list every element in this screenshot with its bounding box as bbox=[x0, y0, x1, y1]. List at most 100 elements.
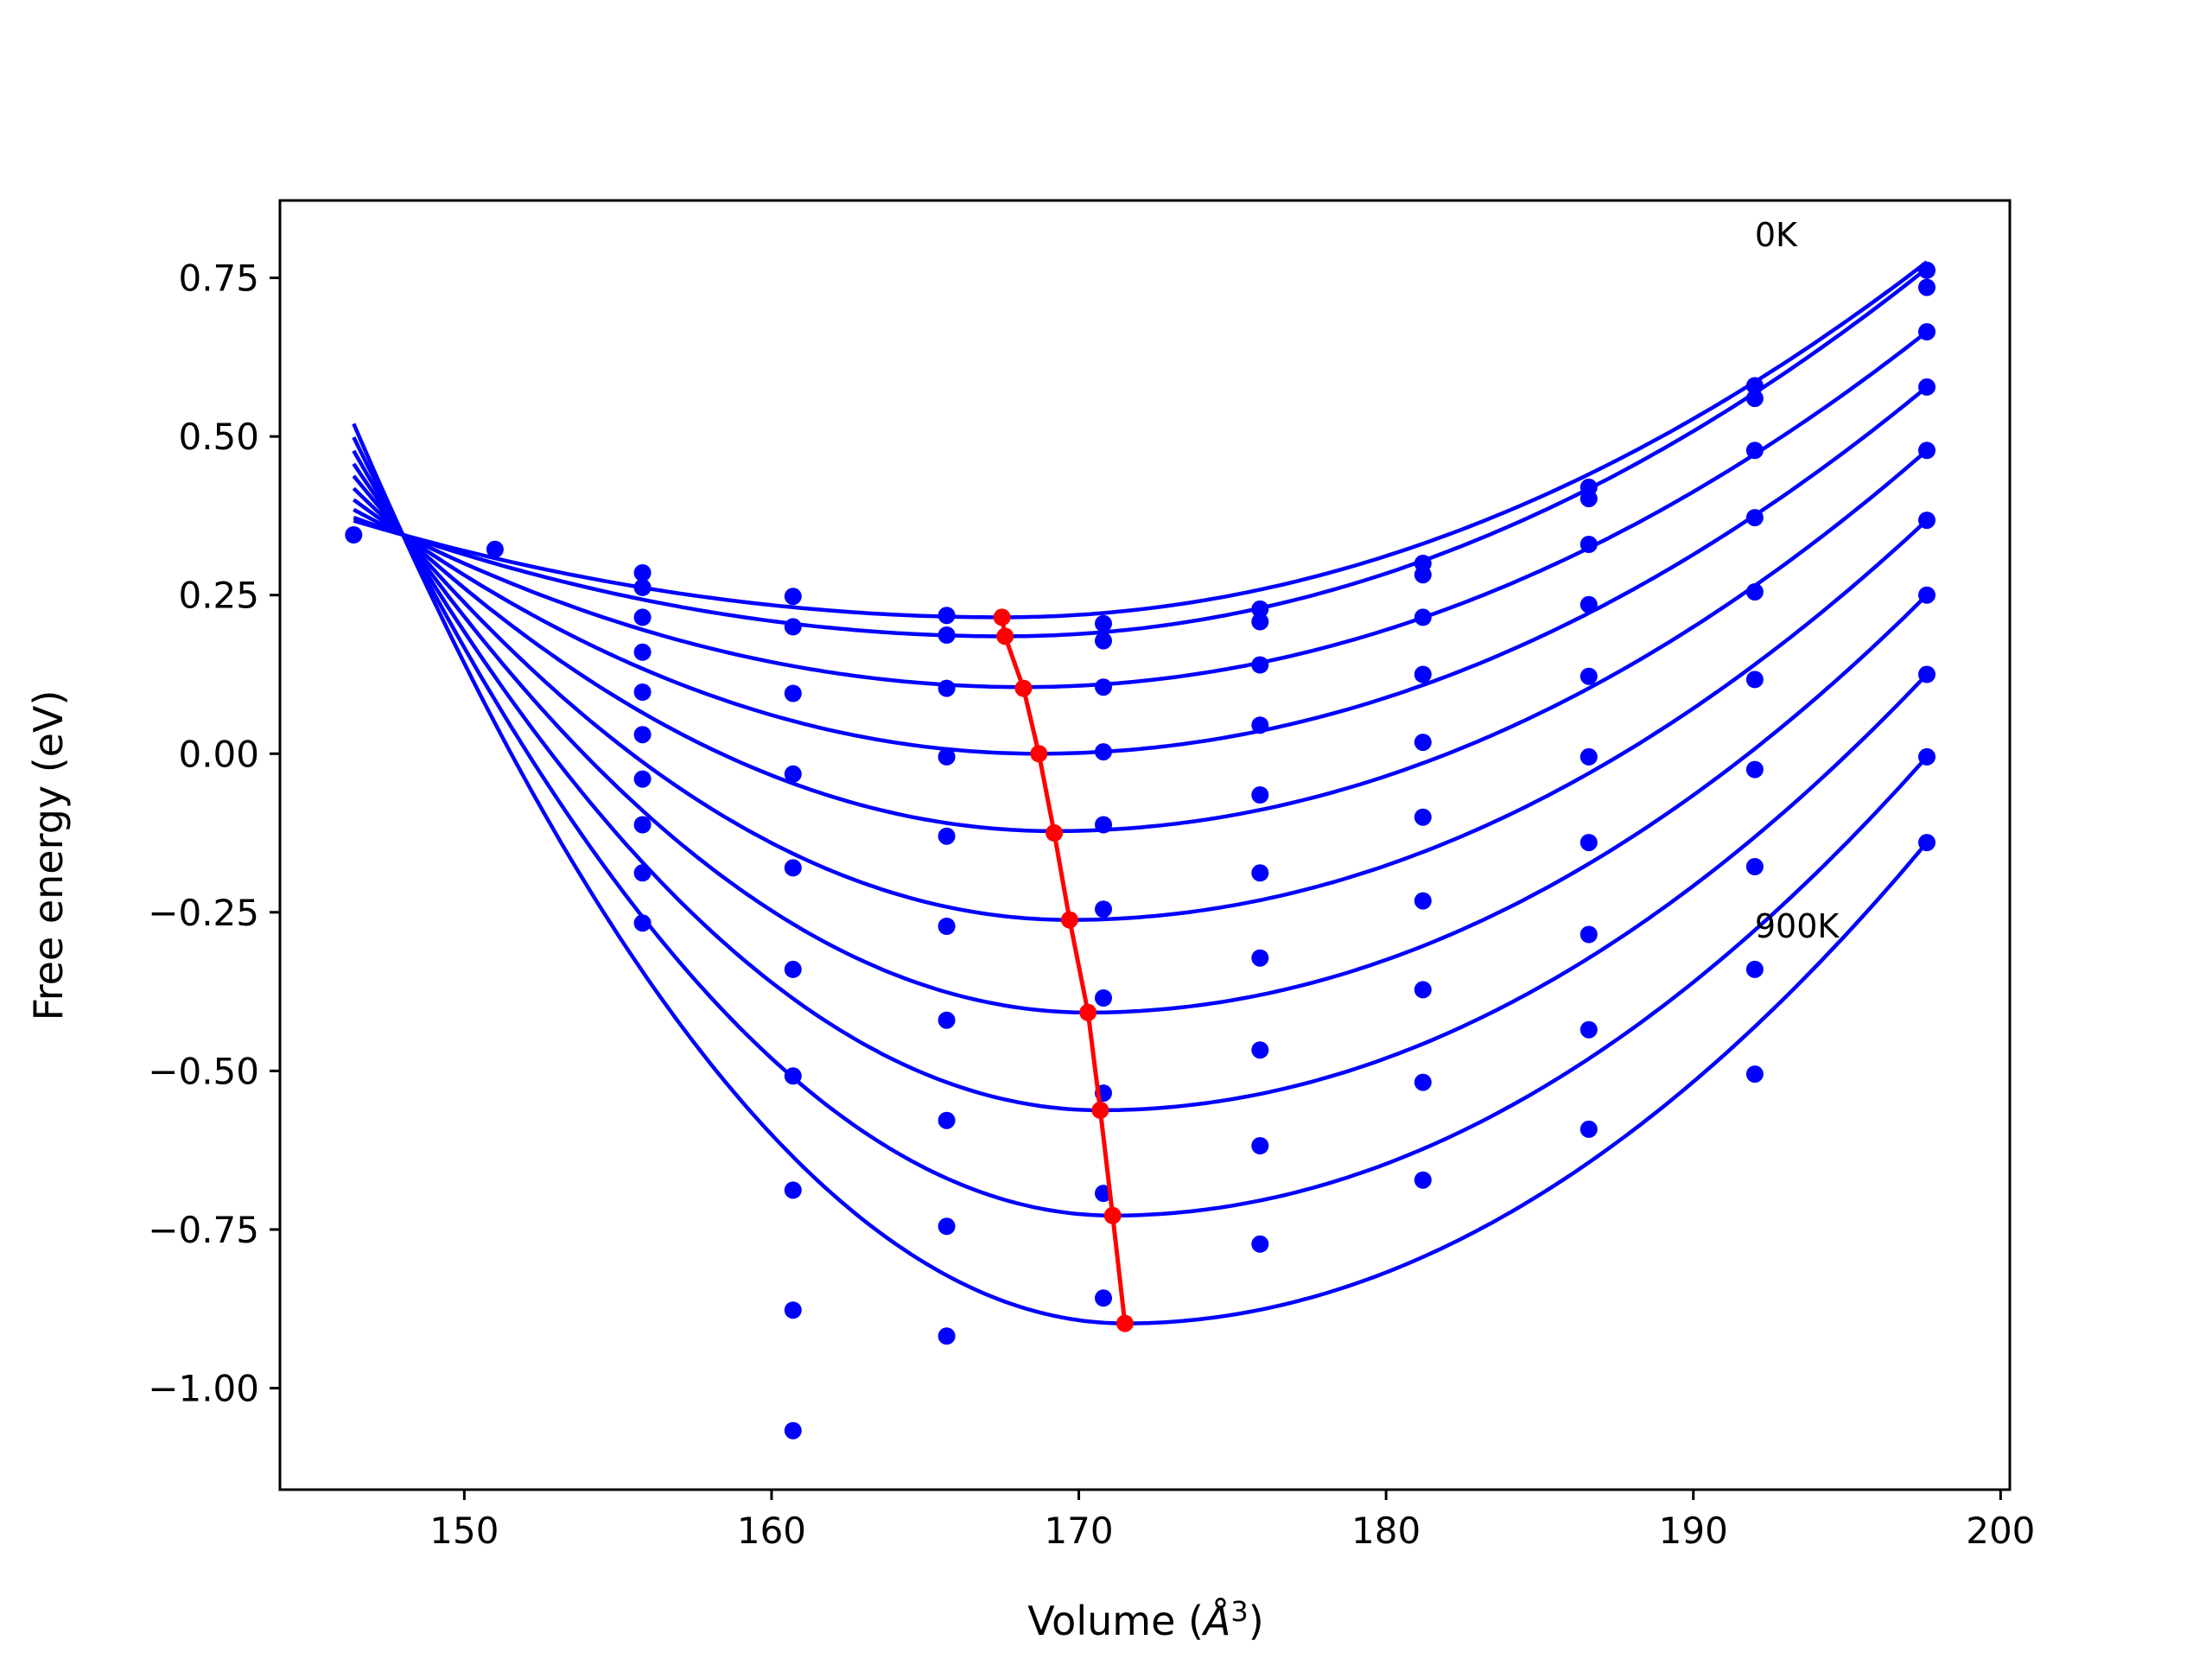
data-point bbox=[1918, 586, 1936, 604]
annotations: 0K 900K bbox=[1755, 216, 1840, 945]
data-point bbox=[1095, 632, 1112, 650]
fit-curve-5 bbox=[352, 474, 1929, 922]
y-tick-label: 0.25 bbox=[178, 575, 259, 617]
fit-curve-4 bbox=[352, 448, 1929, 834]
data-point bbox=[1251, 600, 1269, 618]
data-point bbox=[938, 1111, 956, 1129]
data-point bbox=[1414, 608, 1432, 626]
minimum-point bbox=[1091, 1101, 1109, 1119]
data-point bbox=[633, 683, 652, 701]
x-tick-label: 160 bbox=[737, 1510, 806, 1552]
minimum-point bbox=[1116, 1314, 1134, 1332]
data-point bbox=[938, 918, 956, 935]
data-point bbox=[1918, 323, 1936, 340]
data-point bbox=[938, 827, 956, 845]
x-tick-label: 200 bbox=[1966, 1510, 2035, 1552]
minimum-point bbox=[996, 627, 1014, 645]
data-point bbox=[633, 564, 652, 582]
data-point bbox=[1918, 378, 1936, 396]
data-point bbox=[1095, 678, 1112, 696]
data-point bbox=[1580, 925, 1598, 944]
data-point bbox=[1251, 716, 1269, 734]
data-point bbox=[1414, 1171, 1432, 1189]
y-tick-label: 0.00 bbox=[178, 733, 259, 775]
data-point bbox=[784, 618, 802, 636]
data-point bbox=[1251, 613, 1269, 631]
data-point bbox=[784, 960, 802, 978]
y-axis-ticks: 0.75 0.50 0.25 0.00 −0.25 −0.50 −0.75 −1.00 bbox=[148, 257, 280, 1410]
minimum-point bbox=[1046, 824, 1064, 842]
x-axis-ticks: 150 160 170 180 190 200 bbox=[429, 1490, 2035, 1552]
fit-curve-7 bbox=[352, 449, 1929, 1113]
y-tick-label: 0.50 bbox=[178, 416, 259, 458]
fit-curve-2 bbox=[353, 330, 1929, 690]
data-point bbox=[1745, 377, 1764, 395]
minimum-point bbox=[1103, 1206, 1122, 1224]
y-tick-label: −1.00 bbox=[148, 1368, 259, 1410]
data-point bbox=[1251, 786, 1269, 804]
y-tick-label: 0.75 bbox=[178, 257, 259, 300]
data-point bbox=[1095, 614, 1112, 632]
data-point bbox=[1251, 949, 1269, 967]
data-point bbox=[1580, 595, 1598, 613]
data-points bbox=[345, 261, 1936, 1440]
data-point bbox=[1918, 512, 1936, 530]
data-point bbox=[938, 626, 956, 644]
plot-frame bbox=[278, 199, 2012, 1491]
data-point bbox=[938, 1217, 956, 1236]
data-point bbox=[938, 747, 956, 766]
y-tick-label: −0.25 bbox=[148, 892, 259, 934]
data-point bbox=[1251, 1137, 1269, 1154]
data-point bbox=[1095, 816, 1112, 834]
data-point bbox=[1251, 656, 1269, 674]
data-point bbox=[938, 1327, 956, 1345]
y-axis-label: Free energy (eV) bbox=[25, 690, 72, 1021]
data-point bbox=[1745, 760, 1764, 779]
fit-curve-9 bbox=[352, 423, 1929, 1325]
data-point bbox=[1580, 536, 1598, 553]
data-point bbox=[784, 1181, 802, 1199]
annotation-label: 0K bbox=[1755, 216, 1798, 254]
data-point bbox=[938, 1011, 956, 1029]
fit-curve-3 bbox=[352, 385, 1929, 756]
data-point bbox=[938, 607, 956, 625]
data-point bbox=[633, 770, 652, 788]
data-point bbox=[1251, 1235, 1269, 1253]
data-point bbox=[1745, 509, 1764, 527]
x-axis-label-close: ) bbox=[1249, 1598, 1264, 1644]
data-point bbox=[1745, 671, 1764, 689]
data-point bbox=[1580, 490, 1598, 508]
data-point bbox=[1095, 989, 1112, 1007]
data-point bbox=[938, 679, 956, 697]
data-point bbox=[784, 1067, 802, 1085]
data-point bbox=[784, 765, 802, 783]
data-point bbox=[1580, 667, 1598, 685]
data-point bbox=[633, 578, 652, 596]
minimum-point bbox=[1079, 1003, 1097, 1021]
fit-curve-1 bbox=[353, 266, 1929, 639]
y-tick-label: −0.75 bbox=[148, 1209, 259, 1251]
data-point bbox=[1745, 442, 1764, 460]
minimum-point bbox=[1014, 679, 1033, 697]
data-point bbox=[1580, 1120, 1598, 1138]
data-point bbox=[784, 859, 802, 877]
data-point bbox=[1095, 900, 1112, 918]
minimum-path bbox=[993, 608, 1134, 1332]
data-point bbox=[1414, 566, 1432, 584]
data-point bbox=[1414, 1073, 1432, 1091]
minimum-path-line bbox=[1000, 616, 1128, 1324]
data-point bbox=[1918, 665, 1936, 683]
data-point bbox=[1918, 261, 1936, 279]
x-axis-label: Volume (Å3) bbox=[1027, 1595, 1263, 1644]
data-point bbox=[633, 643, 652, 661]
data-point bbox=[784, 1301, 802, 1319]
data-point bbox=[1414, 981, 1432, 999]
data-point bbox=[1918, 747, 1936, 766]
fit-curve-0 bbox=[353, 260, 1929, 620]
data-point bbox=[1251, 1041, 1269, 1059]
annotation-label: 900K bbox=[1755, 907, 1840, 945]
data-point bbox=[345, 526, 363, 543]
data-point bbox=[1414, 665, 1432, 683]
data-point bbox=[1580, 1020, 1598, 1039]
data-point bbox=[1918, 834, 1936, 852]
